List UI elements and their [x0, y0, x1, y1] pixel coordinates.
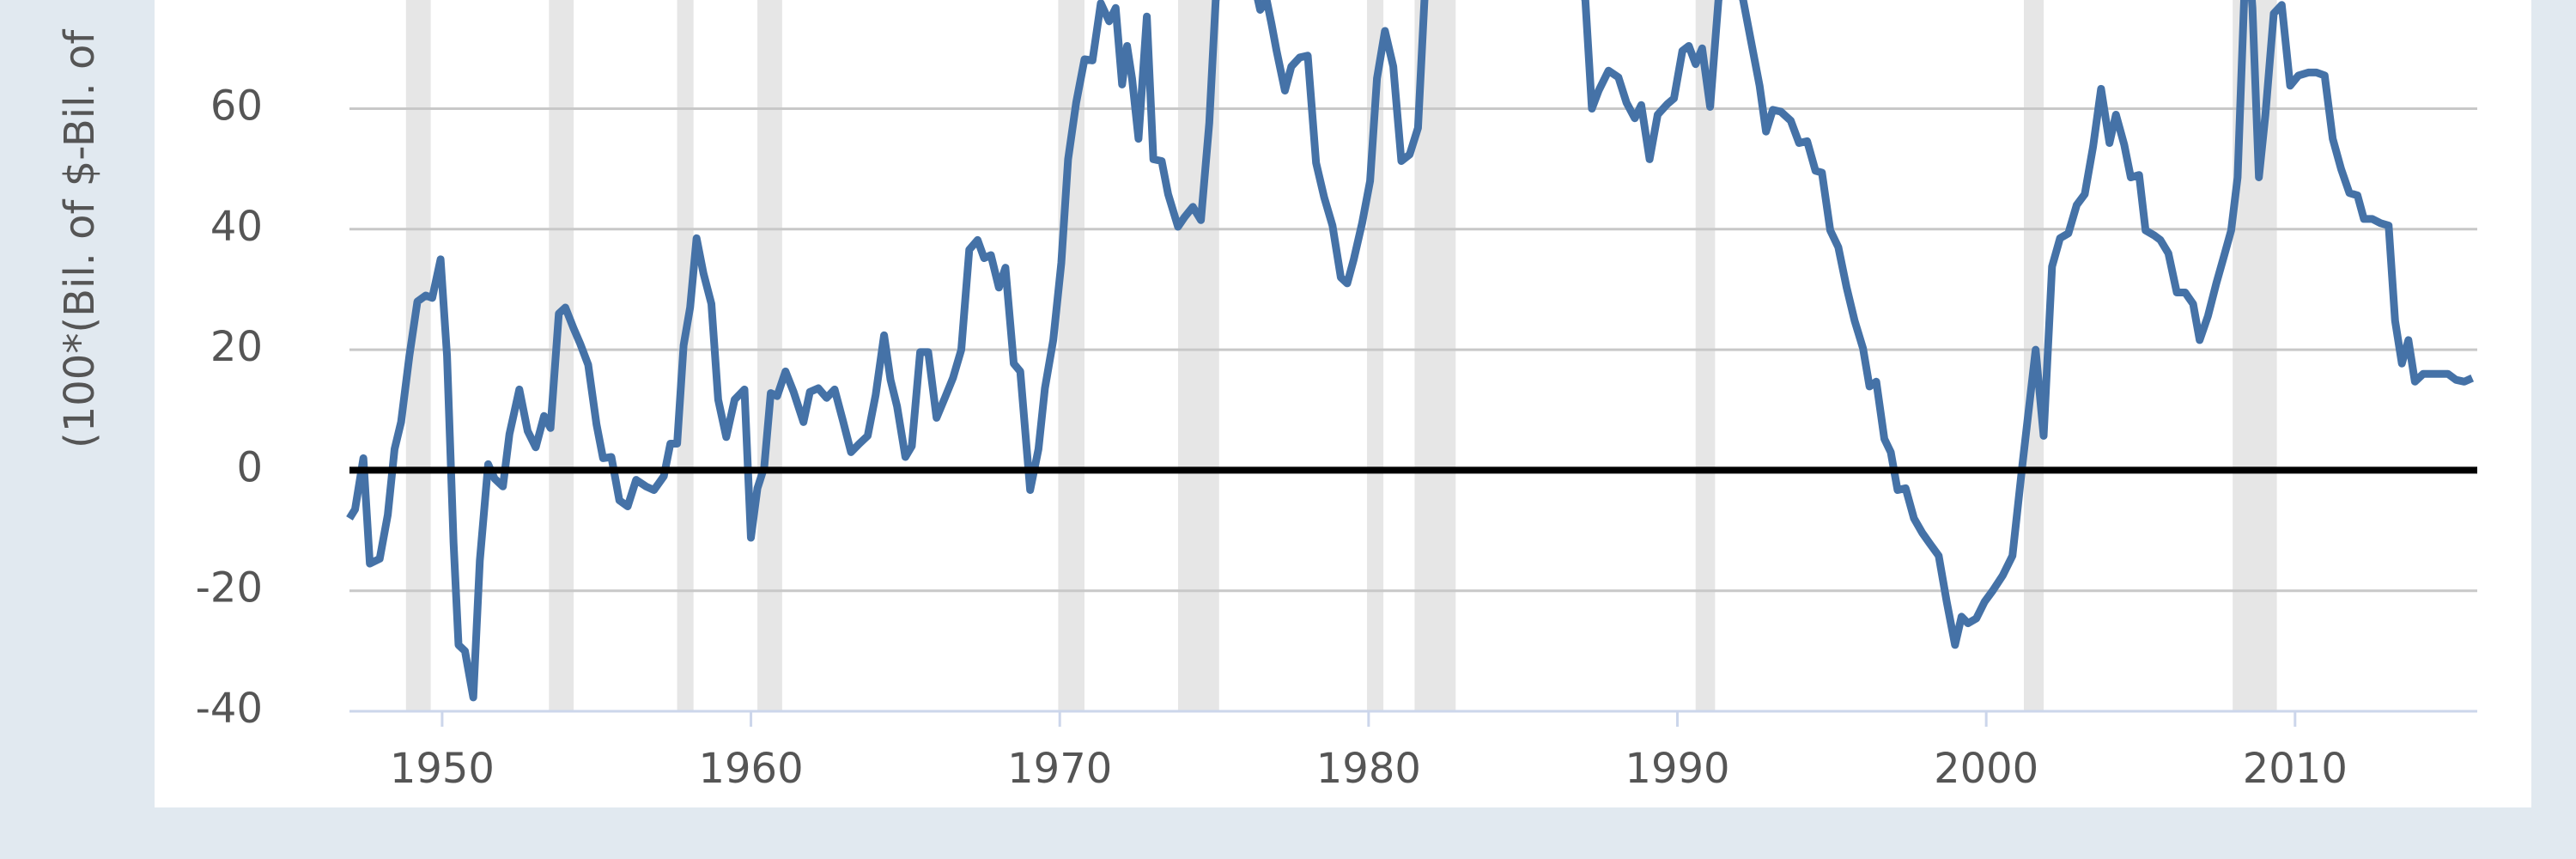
y-axis-label: (100*(Bil. of $-Bil. of	[56, 29, 104, 448]
x-tick-label: 1950	[390, 745, 495, 793]
y-tick-label: 60	[210, 82, 263, 131]
chart-panel	[155, 0, 2531, 807]
y-tick-label: 40	[210, 203, 263, 251]
y-tick-label: 80	[210, 0, 263, 9]
y-tick-label: -40	[196, 685, 263, 733]
x-tick-label: 1990	[1625, 745, 1729, 793]
x-tick-label: 2010	[2243, 745, 2348, 793]
x-tick-label: 1960	[698, 745, 803, 793]
recession-band	[1058, 0, 1084, 711]
recession-band	[757, 0, 782, 711]
y-tick-label: 0	[236, 443, 263, 491]
x-tick-label: 1970	[1007, 745, 1112, 793]
data-line	[346, 0, 2475, 702]
y-tick-label: 20	[210, 323, 263, 371]
y-tick-label: -20	[196, 564, 263, 612]
x-tick-label: 2000	[1934, 745, 2038, 793]
recession-band	[1695, 0, 1716, 711]
x-tick-label: 1980	[1316, 745, 1421, 793]
